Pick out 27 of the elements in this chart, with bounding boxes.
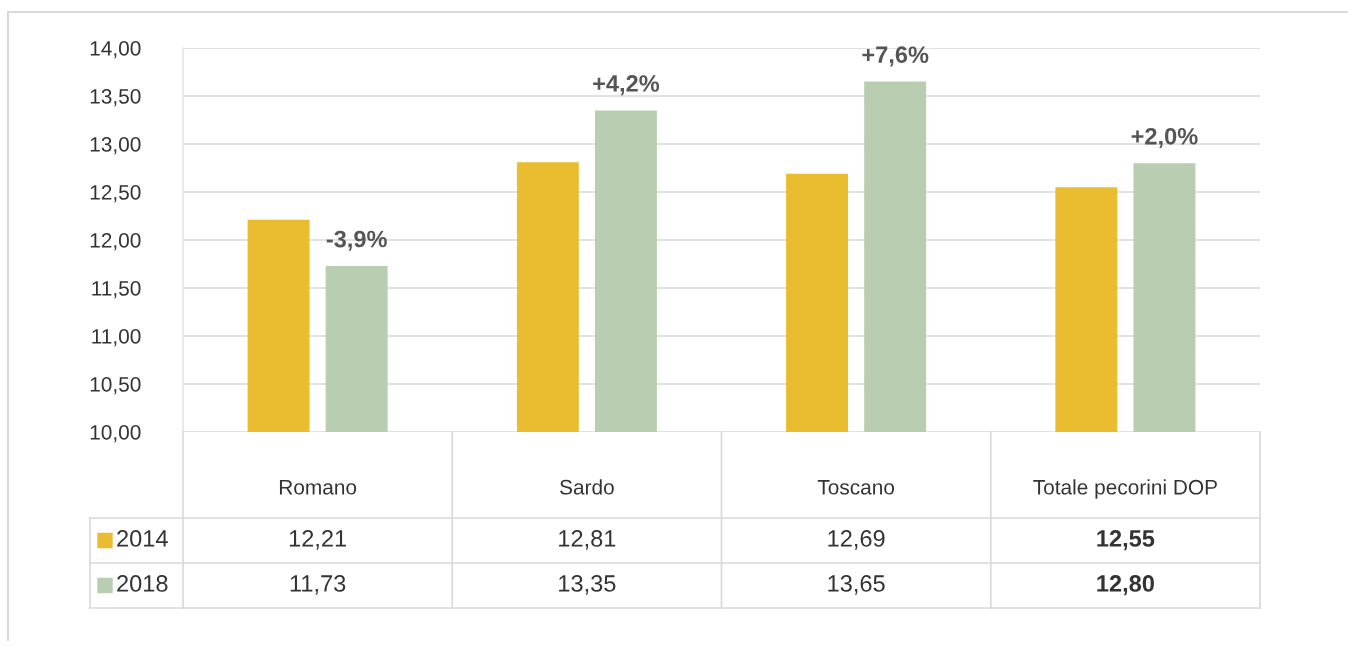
x-tick-label: Toscano (817, 480, 895, 495)
annotation: +2,0% (1131, 127, 1198, 149)
y-tick-label: 13,50 (90, 89, 141, 107)
y-tick-label: 14,00 (90, 41, 141, 59)
data-label: 12,81 (559, 530, 616, 550)
x-tick-label: Romano (279, 480, 357, 495)
data-label: 11,73 (290, 575, 346, 595)
y-tick-label: 11,50 (92, 281, 141, 299)
annotation: +4,2% (593, 75, 660, 96)
data-label: 12,21 (289, 530, 347, 550)
y-tick-label: 10,50 (90, 377, 141, 395)
x-tick-label: Sardo (560, 479, 614, 495)
y-tick-label: 13,00 (90, 137, 141, 155)
data-label: 13,65 (828, 575, 885, 595)
y-tick-label: 10,00 (90, 425, 141, 443)
legend-label: 2014 (117, 530, 168, 547)
data-label: 12,80 (1097, 575, 1154, 596)
y-tick-label: 12,00 (90, 233, 141, 251)
annotation: +7,6% (862, 46, 929, 67)
x-tick-label: Totale pecorini DOP (1033, 479, 1217, 499)
y-tick-label: 11,00 (92, 329, 141, 347)
annotation: -3,9% (326, 230, 387, 251)
data-label: 12,69 (828, 530, 885, 550)
data-label: 12,55 (1097, 530, 1155, 551)
data-label: 13,35 (559, 575, 616, 595)
legend-label: 2018 (117, 575, 168, 592)
y-tick-label: 12,50 (90, 185, 141, 203)
